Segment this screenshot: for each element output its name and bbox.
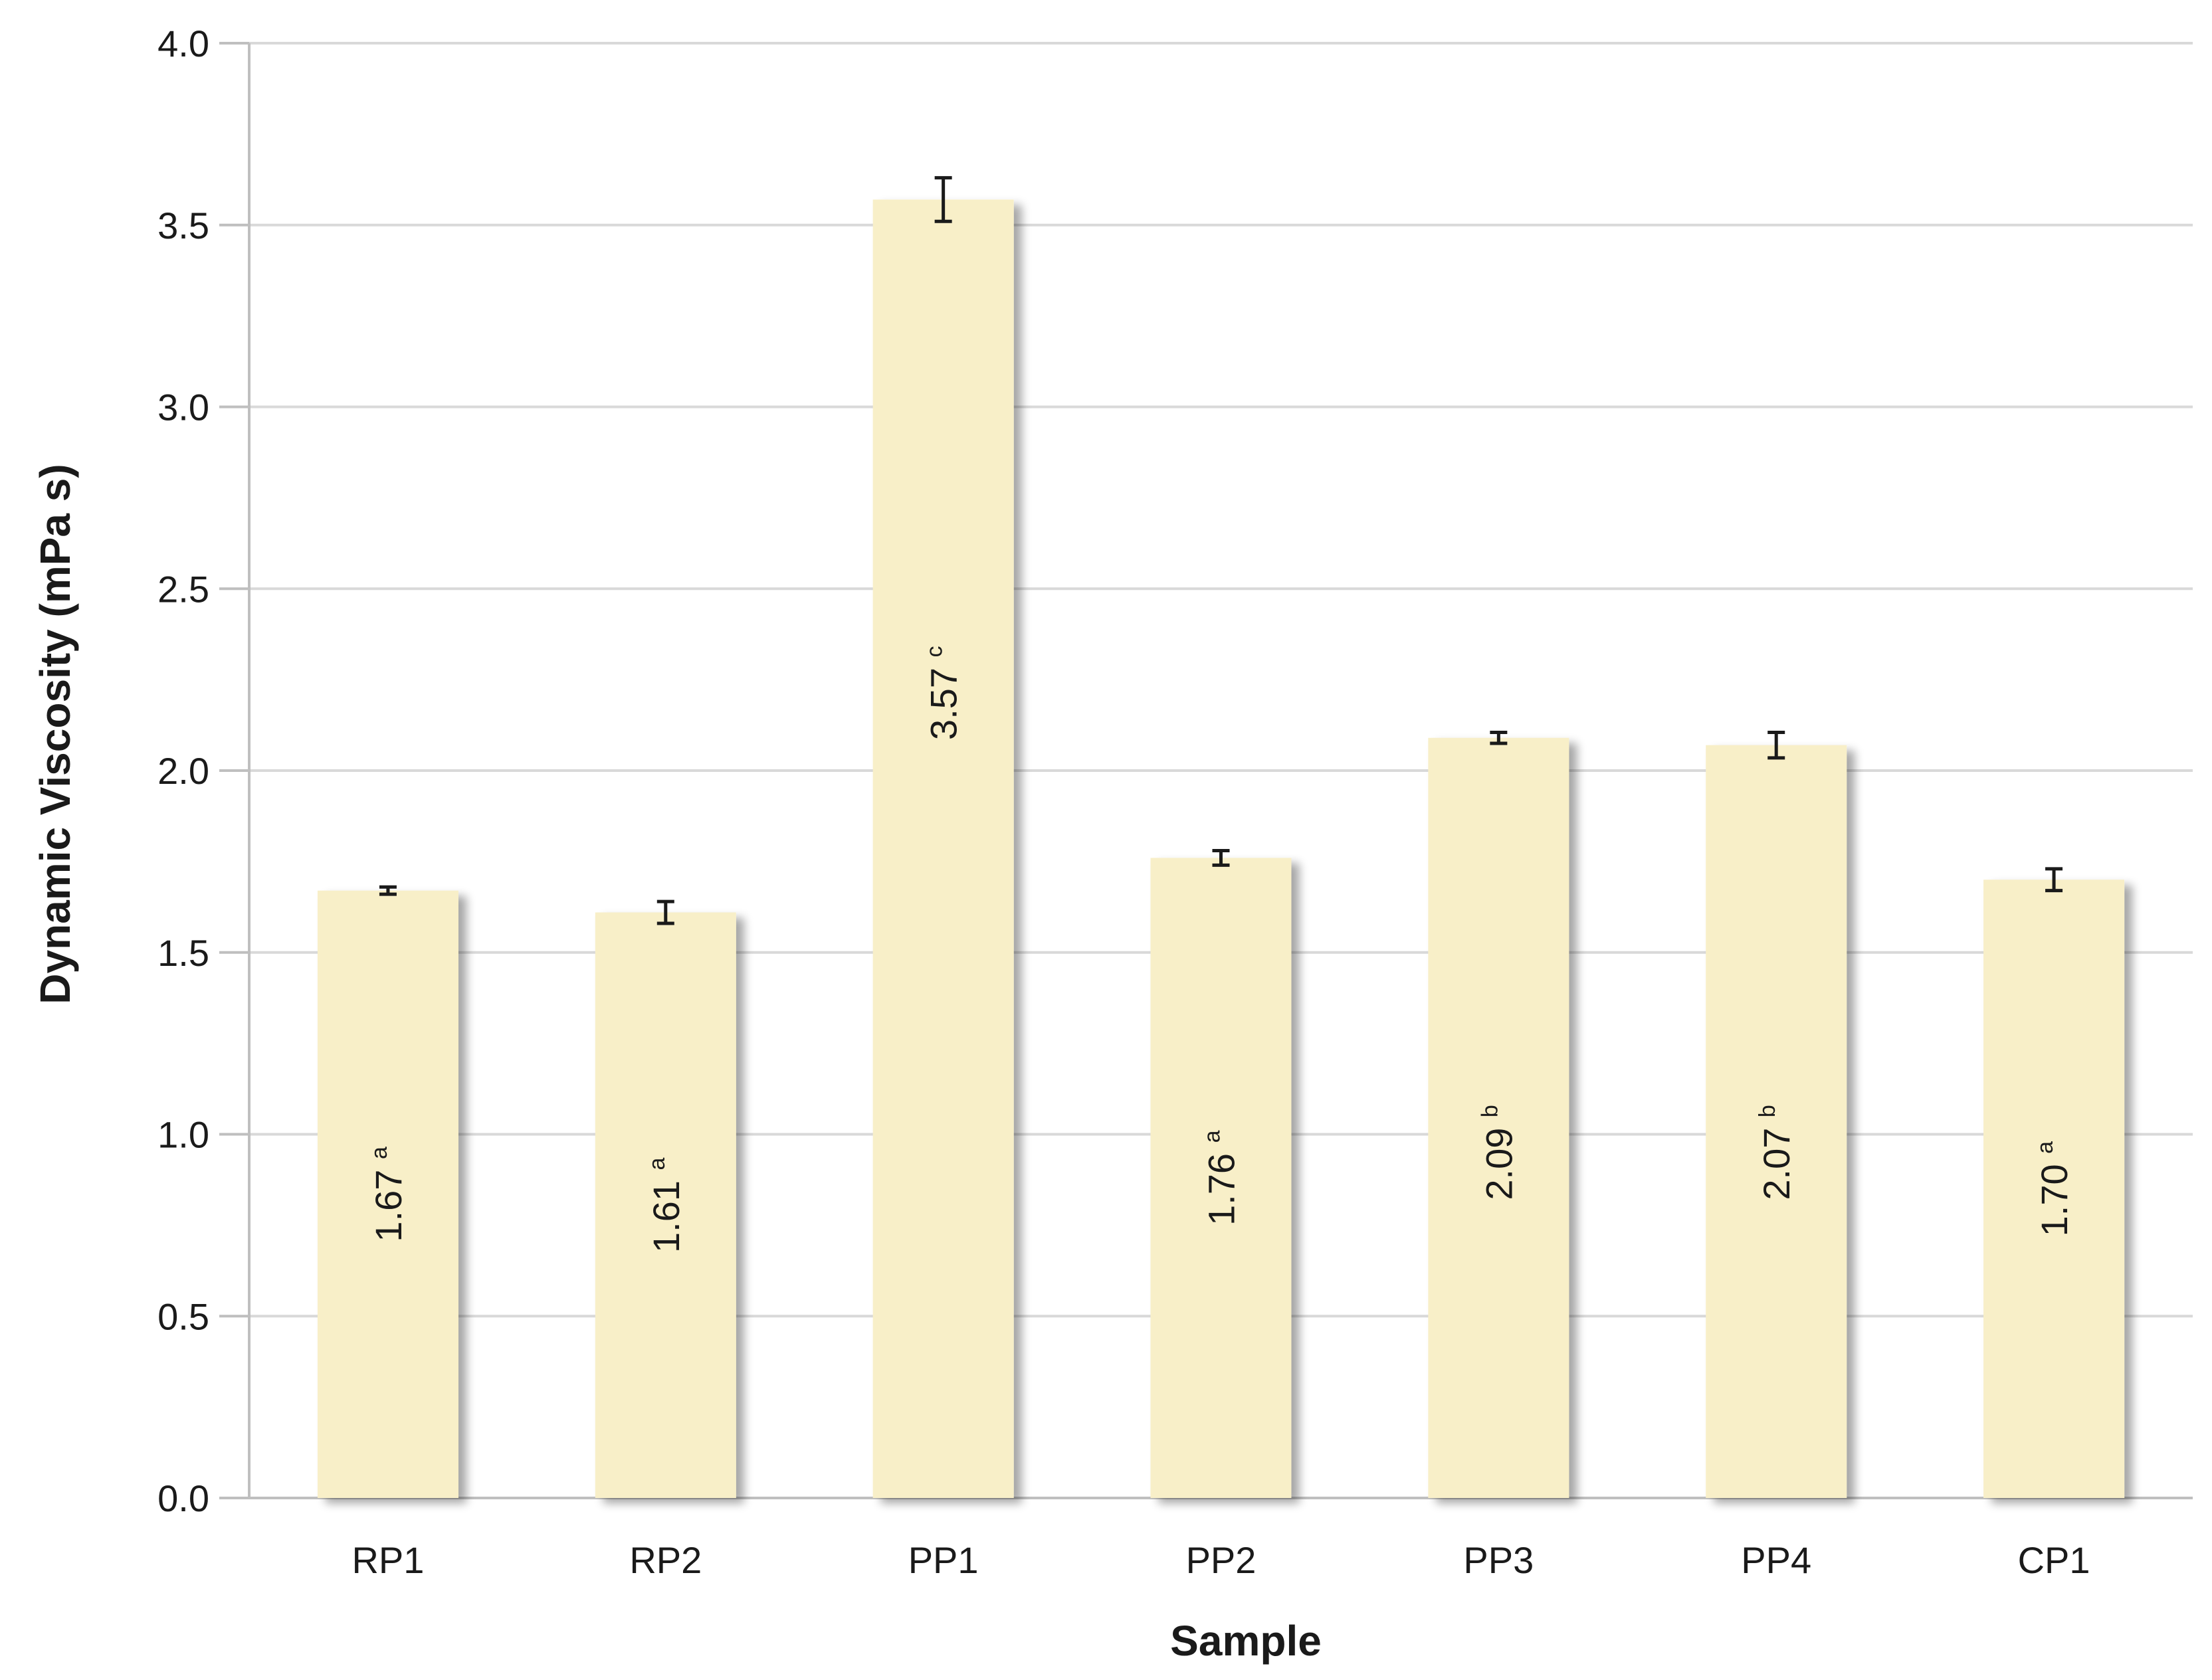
bar-pp1	[872, 199, 1014, 1498]
bars	[317, 176, 2125, 1498]
bar-value: 1.76	[1201, 1143, 1243, 1226]
bar-value: 1.67	[367, 1159, 409, 1242]
y-tick-label: 0.5	[157, 1295, 209, 1337]
bar-value-label: 3.57 c	[922, 646, 965, 740]
axes: 0.0 0.5 1.0 1.5 2.0 2.5 3.0 3.5 4.0	[157, 23, 2193, 1519]
bar-pp4	[1706, 745, 1847, 1498]
x-tick-label: RP1	[352, 1539, 424, 1581]
significance-letter: a	[367, 1147, 392, 1159]
y-tick-label: 4.0	[157, 23, 209, 64]
bar-pp2	[1150, 858, 1292, 1498]
significance-letter: c	[922, 646, 948, 657]
bar-cp1	[1983, 880, 2125, 1498]
bar-value: 1.61	[645, 1170, 687, 1253]
y-axis-title: Dynamic Viscosity (mPa s)	[31, 464, 79, 1004]
labels: RP1 1.67 a RP2 1.61 a PP1 3.57 c PP2 1.76 a PP3 2…	[352, 646, 2090, 1581]
y-tick-label: 3.0	[157, 387, 209, 428]
bar-rp1	[317, 890, 458, 1498]
y-tick-label: 1.5	[157, 932, 209, 974]
y-tick-label: 3.5	[157, 205, 209, 246]
bar-value-label: 1.67 a	[367, 1147, 409, 1242]
bar-rp2	[595, 912, 736, 1498]
y-tick-label: 2.0	[157, 750, 209, 792]
bar-value: 3.57	[923, 657, 965, 740]
x-tick-label: RP2	[629, 1539, 702, 1581]
bar-value-label: 1.70 a	[2033, 1141, 2075, 1237]
significance-letter: b	[1755, 1105, 1780, 1117]
bar-value-label: 1.76 a	[1200, 1130, 1243, 1226]
bar-value-label: 2.09 b	[1477, 1105, 1520, 1200]
bar-pp3	[1428, 737, 1569, 1498]
bar-value: 1.70	[2033, 1154, 2075, 1237]
y-tick-label: 0.0	[157, 1477, 209, 1519]
significance-letter: a	[645, 1157, 670, 1170]
x-tick-label: PP2	[1186, 1539, 1257, 1581]
significance-letter: a	[1200, 1130, 1225, 1143]
y-tick-label: 2.5	[157, 568, 209, 610]
bar-value: 2.09	[1478, 1117, 1520, 1200]
bar-value-label: 2.07 b	[1755, 1105, 1797, 1200]
x-tick-label: PP4	[1741, 1539, 1811, 1581]
y-tick-label: 1.0	[157, 1114, 209, 1156]
bar-value-label: 1.61 a	[645, 1157, 687, 1253]
bar-value: 2.07	[1756, 1117, 1797, 1200]
x-tick-label: PP1	[908, 1539, 979, 1581]
x-tick-label: PP3	[1463, 1539, 1534, 1581]
x-axis-title: Sample	[1170, 1617, 1322, 1665]
significance-letter: a	[2033, 1141, 2058, 1154]
x-tick-label: CP1	[2018, 1539, 2090, 1581]
significance-letter: b	[1477, 1105, 1502, 1117]
